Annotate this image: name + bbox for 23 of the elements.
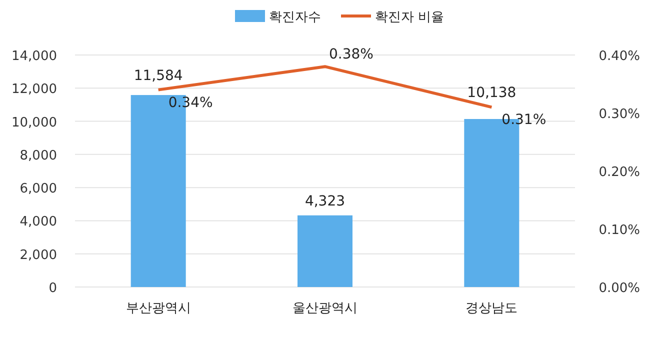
data-label: 10,138 [467,85,516,102]
legend: 확진자 비율 [375,10,444,25]
xtick: 울산광역시 [292,301,358,316]
y2tick: 0.40% [598,49,640,64]
data-label: 0.38% [329,46,374,63]
data-label: 4,323 [304,193,346,210]
xtick: 부산광역시 [126,301,191,316]
ytick: 10,000 [12,115,57,130]
ytick: 2,000 [20,248,57,263]
y2tick: 0.10% [598,223,640,238]
ytick: 6,000 [20,182,57,197]
y2tick: 0.00% [598,281,640,296]
data-label: 11,584 [134,68,183,84]
ytick: 14,000 [12,49,57,64]
ytick: 4,000 [20,214,57,230]
xtick: 경상남도 [466,301,518,316]
legend: 확진자수 [269,10,321,25]
y2tick: 0.30% [598,107,640,122]
ytick: 12,000 [12,82,57,98]
ytick: 0 [48,281,57,296]
y2tick: 0.20% [598,165,640,180]
data-label: 0.31% [502,112,546,128]
ytick: 8,000 [20,148,57,164]
